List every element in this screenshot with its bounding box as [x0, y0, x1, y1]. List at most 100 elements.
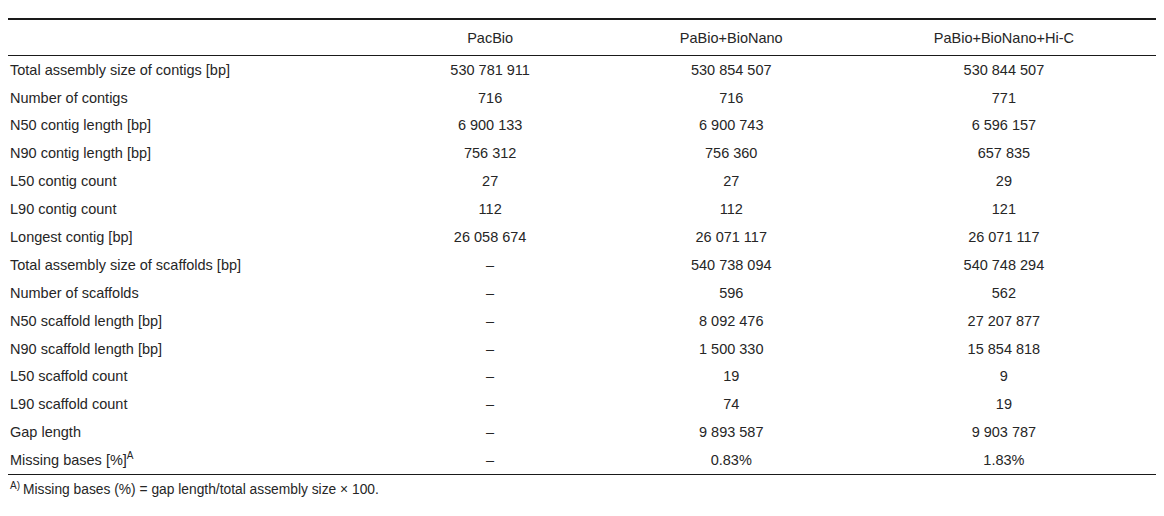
- table-row: N90 contig length [bp] 756 312756 360657 …: [8, 140, 1156, 168]
- row-value: 756 312: [370, 140, 611, 168]
- row-label-text: Total assembly size of contigs [bp]: [10, 62, 230, 78]
- table-header: PacBio PaBio+BioNano PaBio+BioNano+Hi-C: [8, 19, 1156, 56]
- row-value: –: [370, 279, 611, 307]
- row-value: 6 596 157: [852, 112, 1156, 140]
- table-row: Longest contig [bp]26 058 67426 071 1172…: [8, 223, 1156, 251]
- table-row: N50 scaffold length [bp] –8 092 47627 207…: [8, 307, 1156, 335]
- row-label-text: L90 scaffold count: [10, 396, 127, 412]
- row-value: 1 500 330: [611, 335, 852, 363]
- row-value: 657 835: [852, 140, 1156, 168]
- row-label-text: Missing bases [%]: [10, 452, 127, 468]
- row-value: 771: [852, 84, 1156, 112]
- row-value: 112: [611, 195, 852, 223]
- row-value: 121: [852, 195, 1156, 223]
- header-cell-metric: [8, 19, 370, 56]
- row-label-text: L90 contig count: [10, 201, 116, 217]
- row-label-text: N50 contig length [bp]: [10, 117, 151, 133]
- row-value: –: [370, 307, 611, 335]
- row-value: 6 900 133: [370, 112, 611, 140]
- row-value: 26 058 674: [370, 223, 611, 251]
- footnote: A)Missing bases (%) = gap length/total a…: [8, 482, 1156, 497]
- table-row: L50 scaffold count –199: [8, 363, 1156, 391]
- row-value: 0.83%: [611, 446, 852, 474]
- row-value: 26 071 117: [852, 223, 1156, 251]
- row-value: 530 781 911: [370, 56, 611, 84]
- row-value: 540 738 094: [611, 251, 852, 279]
- paper-page: PacBio PaBio+BioNano PaBio+BioNano+Hi-C …: [0, 0, 1164, 497]
- row-label: N50 scaffold length [bp]: [8, 307, 370, 335]
- row-value: 29: [852, 168, 1156, 196]
- row-value: –: [370, 335, 611, 363]
- row-value: 530 844 507: [852, 56, 1156, 84]
- footnote-text: Missing bases (%) = gap length/total ass…: [23, 482, 379, 497]
- row-label-text: N90 contig length [bp]: [10, 145, 151, 161]
- row-value: 540 748 294: [852, 251, 1156, 279]
- row-label-superscript: A: [127, 450, 134, 461]
- table-row: Gap length–9 893 5879 903 787: [8, 419, 1156, 447]
- row-value: 9: [852, 363, 1156, 391]
- row-label-text: Number of contigs: [10, 90, 128, 106]
- row-value: –: [370, 363, 611, 391]
- row-value: 530 854 507: [611, 56, 852, 84]
- row-value: –: [370, 391, 611, 419]
- row-label: L90 scaffold count: [8, 391, 370, 419]
- row-label: Longest contig [bp]: [8, 223, 370, 251]
- row-value: 26 071 117: [611, 223, 852, 251]
- header-cell-pacbio: PacBio: [370, 19, 611, 56]
- row-value: 716: [370, 84, 611, 112]
- row-value: 27: [370, 168, 611, 196]
- row-label-text: Total assembly size of scaffolds [bp]: [10, 257, 241, 273]
- row-value: 562: [852, 279, 1156, 307]
- row-label: Number of scaffolds: [8, 279, 370, 307]
- row-value: 716: [611, 84, 852, 112]
- row-value: 8 092 476: [611, 307, 852, 335]
- table-row: Number of scaffolds –596562: [8, 279, 1156, 307]
- row-value: 19: [611, 363, 852, 391]
- row-label-text: N90 scaffold length [bp]: [10, 341, 162, 357]
- row-value: 19: [852, 391, 1156, 419]
- row-label: Gap length: [8, 419, 370, 447]
- table-row: L90 scaffold count –7419: [8, 391, 1156, 419]
- row-label: Number of contigs: [8, 84, 370, 112]
- table-row: Total assembly size of scaffolds [bp]–54…: [8, 251, 1156, 279]
- row-label: L90 contig count: [8, 195, 370, 223]
- footnote-marker: A): [10, 480, 20, 491]
- row-value: 756 360: [611, 140, 852, 168]
- row-label: Total assembly size of contigs [bp]: [8, 56, 370, 84]
- row-value: 74: [611, 391, 852, 419]
- row-label-text: L50 contig count: [10, 173, 116, 189]
- table-row: L90 contig count112112121: [8, 195, 1156, 223]
- row-label: Missing bases [%]A: [8, 446, 370, 474]
- row-value: 27: [611, 168, 852, 196]
- table-row: N50 contig length [bp] 6 900 1336 900 743…: [8, 112, 1156, 140]
- header-cell-pacbio-bionano-hic: PaBio+BioNano+Hi-C: [852, 19, 1156, 56]
- row-label-text: Gap length: [10, 424, 81, 440]
- row-label-text: N50 scaffold length [bp]: [10, 313, 162, 329]
- row-value: 596: [611, 279, 852, 307]
- row-label-text: Longest contig [bp]: [10, 229, 133, 245]
- table-body: Total assembly size of contigs [bp] 530 7…: [8, 56, 1156, 475]
- row-value: –: [370, 251, 611, 279]
- row-value: 6 900 743: [611, 112, 852, 140]
- table-row: L50 contig count272729: [8, 168, 1156, 196]
- table-row: Total assembly size of contigs [bp] 530 7…: [8, 56, 1156, 84]
- table-row: Number of contigs716716771: [8, 84, 1156, 112]
- row-label: L50 scaffold count: [8, 363, 370, 391]
- row-value: 1.83%: [852, 446, 1156, 474]
- header-cell-pacbio-bionano: PaBio+BioNano: [611, 19, 852, 56]
- header-row: PacBio PaBio+BioNano PaBio+BioNano+Hi-C: [8, 19, 1156, 56]
- row-label: N50 contig length [bp]: [8, 112, 370, 140]
- table-row: N90 scaffold length [bp]–1 500 33015 854…: [8, 335, 1156, 363]
- row-value: –: [370, 446, 611, 474]
- row-value: 112: [370, 195, 611, 223]
- row-value: 27 207 877: [852, 307, 1156, 335]
- assembly-statistics-table: PacBio PaBio+BioNano PaBio+BioNano+Hi-C …: [8, 18, 1156, 475]
- row-label-text: L50 scaffold count: [10, 368, 127, 384]
- row-label: N90 scaffold length [bp]: [8, 335, 370, 363]
- row-label-text: Number of scaffolds: [10, 285, 139, 301]
- row-label: N90 contig length [bp]: [8, 140, 370, 168]
- table-row: Missing bases [%]A–0.83%1.83%: [8, 446, 1156, 474]
- row-label: L50 contig count: [8, 168, 370, 196]
- row-value: 9 903 787: [852, 419, 1156, 447]
- row-value: –: [370, 419, 611, 447]
